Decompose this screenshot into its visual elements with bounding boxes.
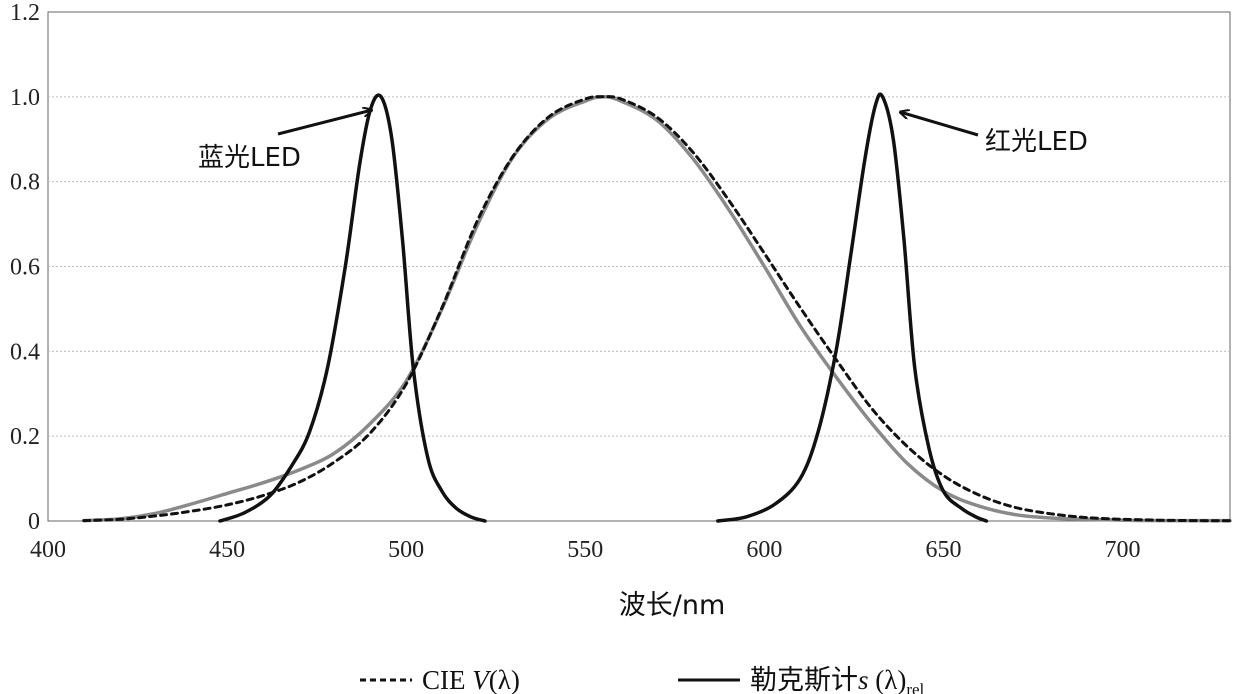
y-tick-label: 1.2 [10, 0, 40, 26]
x-tick-label: 400 [30, 537, 66, 563]
x-tick-label: 450 [209, 537, 245, 563]
x-axis-label: 波长/nm [619, 590, 726, 621]
legend-label-1: 勒克斯计s (λ)rel [750, 665, 925, 694]
annotation-arrow-1 [900, 112, 979, 137]
x-tick-label: 600 [746, 537, 782, 563]
x-tick-label: 700 [1105, 537, 1141, 563]
y-tick-label: 0 [28, 509, 40, 535]
y-tick-label: 1.0 [10, 85, 40, 111]
y-tick-label: 0.8 [10, 170, 40, 196]
series-line-3 [716, 92, 989, 523]
series-line-2 [218, 93, 487, 523]
axes: 0 0.2 0.4 0.6 0.8 1.0 1.2 400 450 500 550 600 650 700 [10, 0, 1141, 563]
x-tick-label: 650 [925, 537, 961, 563]
x-tick-label: 500 [388, 537, 424, 563]
y-tick-label: 0.2 [10, 424, 40, 450]
annotation-arrow-0 [277, 110, 372, 136]
gridlines [48, 96, 1230, 437]
annotations: 蓝光LED 红光LED [198, 110, 1088, 173]
x-tick-label: 550 [567, 537, 603, 563]
legend-label-0: CIE V(λ) [422, 665, 520, 694]
annotation-label-1: 红光LED [985, 127, 1088, 157]
legend: CIE V(λ) 勒克斯计s (λ)rel [360, 665, 925, 694]
y-tick-label: 0.4 [10, 339, 40, 365]
series-line-0 [82, 95, 1232, 523]
series-layer [82, 92, 1232, 523]
annotation-label-0: 蓝光LED [198, 143, 301, 173]
y-tick-label: 0.6 [10, 255, 40, 281]
